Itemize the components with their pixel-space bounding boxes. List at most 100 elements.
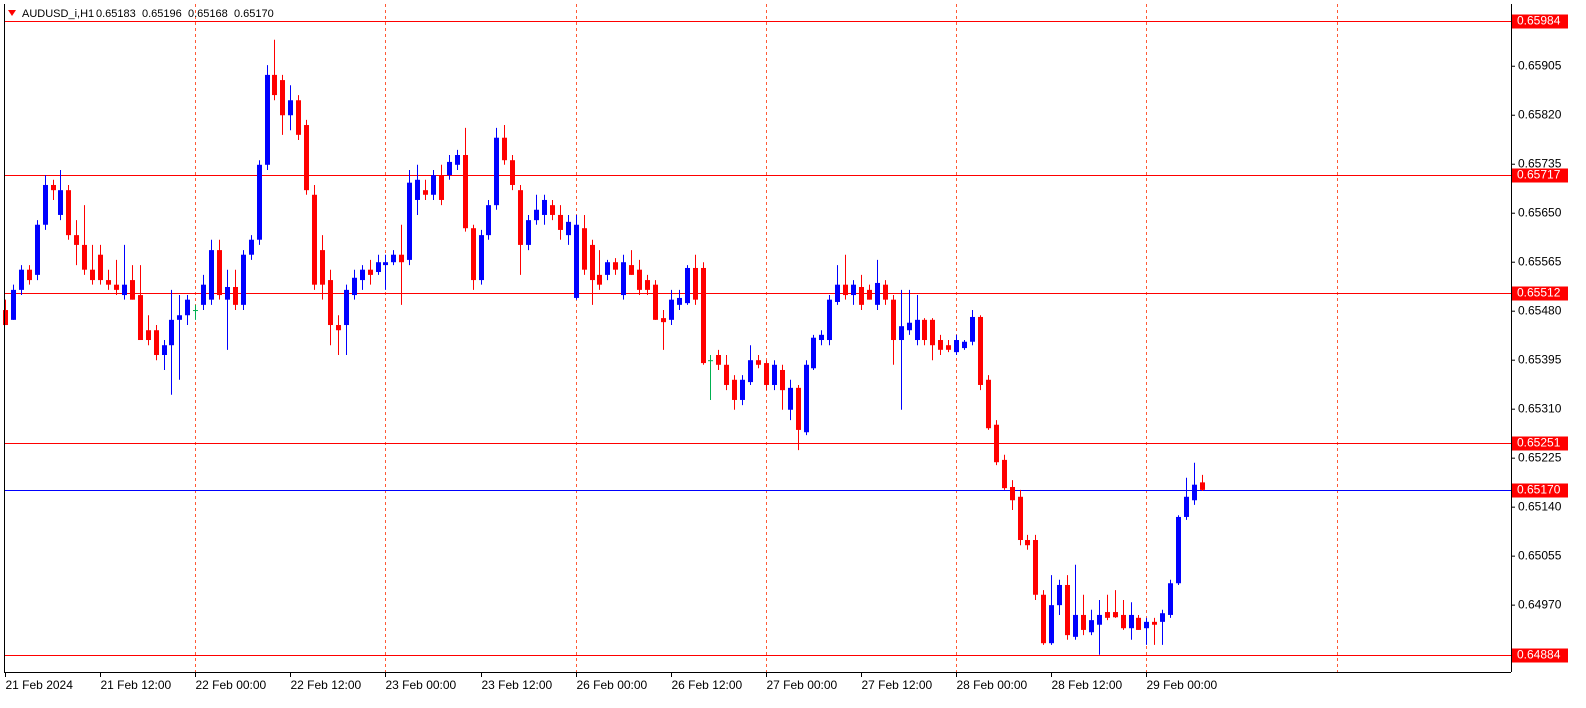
candle-body xyxy=(447,161,452,176)
candle-body xyxy=(328,280,333,326)
axis-layer: 0.65905 0.65820 0.65735 0.65650 0.65565 0.654… xyxy=(5,14,1568,692)
candle-body xyxy=(764,363,769,385)
candle-body xyxy=(399,254,404,263)
candle-body xyxy=(336,325,341,331)
candle-body xyxy=(1065,584,1070,636)
candle-body xyxy=(788,387,793,410)
candle-body xyxy=(122,284,127,296)
candle-body xyxy=(550,205,555,215)
candle-body xyxy=(613,262,618,270)
candle-body xyxy=(1033,540,1038,595)
candle-body xyxy=(1136,617,1141,630)
header-value: 0.65170 xyxy=(234,8,274,20)
candle-body xyxy=(185,299,190,316)
x-tick-label: 23 Feb 00:00 xyxy=(386,678,457,692)
x-tick-label: 26 Feb 12:00 xyxy=(672,678,743,692)
candle-body xyxy=(177,315,182,320)
candle-body xyxy=(851,284,856,296)
candle-body xyxy=(811,337,816,369)
candle-body xyxy=(1081,614,1086,630)
candle-body xyxy=(288,100,293,116)
price-label-box xyxy=(1512,168,1568,183)
x-tick-label: 21 Feb 2024 xyxy=(6,678,74,692)
candle-body xyxy=(835,284,840,302)
candle-body xyxy=(534,209,539,221)
y-tick-label: 0.64970 xyxy=(1518,597,1562,611)
candle-body xyxy=(994,424,999,463)
candle-body xyxy=(701,267,706,364)
price-label-box xyxy=(1512,436,1568,451)
candle-body xyxy=(265,74,270,165)
candle-body xyxy=(368,269,373,275)
candle-body xyxy=(597,274,602,285)
header-value: 0.65196 xyxy=(142,8,182,20)
price-label-box xyxy=(1512,648,1568,663)
candle-body xyxy=(891,299,896,341)
candle-body xyxy=(867,289,872,300)
candle-body xyxy=(542,199,547,215)
header-values: 0.65183 0.65196 0.65168 0.65170 xyxy=(96,8,274,20)
candle-body xyxy=(471,228,476,281)
y-tick-label: 0.65140 xyxy=(1518,499,1562,513)
candle-body xyxy=(169,319,174,346)
x-tick-label: 27 Feb 00:00 xyxy=(767,678,838,692)
candle-body xyxy=(582,228,587,270)
candle-body xyxy=(98,254,103,281)
candle-body xyxy=(1184,496,1189,517)
y-tick-label: 0.65905 xyxy=(1518,58,1562,72)
candle-body xyxy=(1025,540,1030,546)
candle-body xyxy=(502,137,507,161)
candle-body xyxy=(360,269,365,281)
candle-body xyxy=(605,262,610,275)
candle-body xyxy=(1113,612,1118,618)
price-label-box xyxy=(1512,14,1568,29)
candle-body xyxy=(843,284,848,296)
candle-body xyxy=(1089,620,1094,633)
candle-body xyxy=(138,295,143,341)
chart-title: AUDUSD_i,H1 xyxy=(22,8,94,20)
candle-body xyxy=(423,190,428,195)
candle-body xyxy=(383,262,388,266)
x-tick-label: 22 Feb 12:00 xyxy=(291,678,362,692)
candle-body xyxy=(1129,614,1134,629)
candle-body xyxy=(796,387,801,430)
candle-body xyxy=(463,155,468,229)
candle-body xyxy=(1041,594,1046,644)
candle-body xyxy=(455,155,460,165)
price-label: 0.65512 xyxy=(1517,286,1561,300)
x-tick-label: 22 Feb 00:00 xyxy=(196,678,267,692)
candle-body xyxy=(716,355,721,365)
price-line-layer xyxy=(4,21,1511,656)
candle-body xyxy=(320,250,325,285)
candle-body xyxy=(827,299,832,341)
x-tick-label: 26 Feb 00:00 xyxy=(577,678,648,692)
candle-body xyxy=(772,364,777,385)
candle-body xyxy=(1002,459,1007,489)
price-label: 0.65717 xyxy=(1517,168,1561,182)
candle-body xyxy=(510,160,515,185)
candle-body xyxy=(1121,614,1126,629)
x-tick-label: 29 Feb 00:00 xyxy=(1147,678,1218,692)
candle-body xyxy=(1010,486,1015,501)
candle-body xyxy=(946,345,951,350)
candle-body xyxy=(43,184,48,225)
candle-body xyxy=(312,194,317,285)
candle-body xyxy=(1144,621,1149,629)
candle-body xyxy=(162,345,167,356)
candle-body xyxy=(439,175,444,200)
candle-body xyxy=(574,224,579,298)
candle-body xyxy=(90,269,95,281)
header-value: 0.65168 xyxy=(188,8,228,20)
candle-body xyxy=(970,316,975,342)
candle-body xyxy=(637,269,642,290)
candle-body xyxy=(376,262,381,273)
x-tick-label: 27 Feb 12:00 xyxy=(862,678,933,692)
candle-body xyxy=(209,250,214,300)
candle-body xyxy=(1105,612,1110,618)
x-tick-label: 21 Feb 12:00 xyxy=(101,678,172,692)
price-label-box xyxy=(1512,483,1568,498)
header-value: 0.65183 xyxy=(96,8,136,20)
collapse-icon[interactable] xyxy=(8,10,16,16)
